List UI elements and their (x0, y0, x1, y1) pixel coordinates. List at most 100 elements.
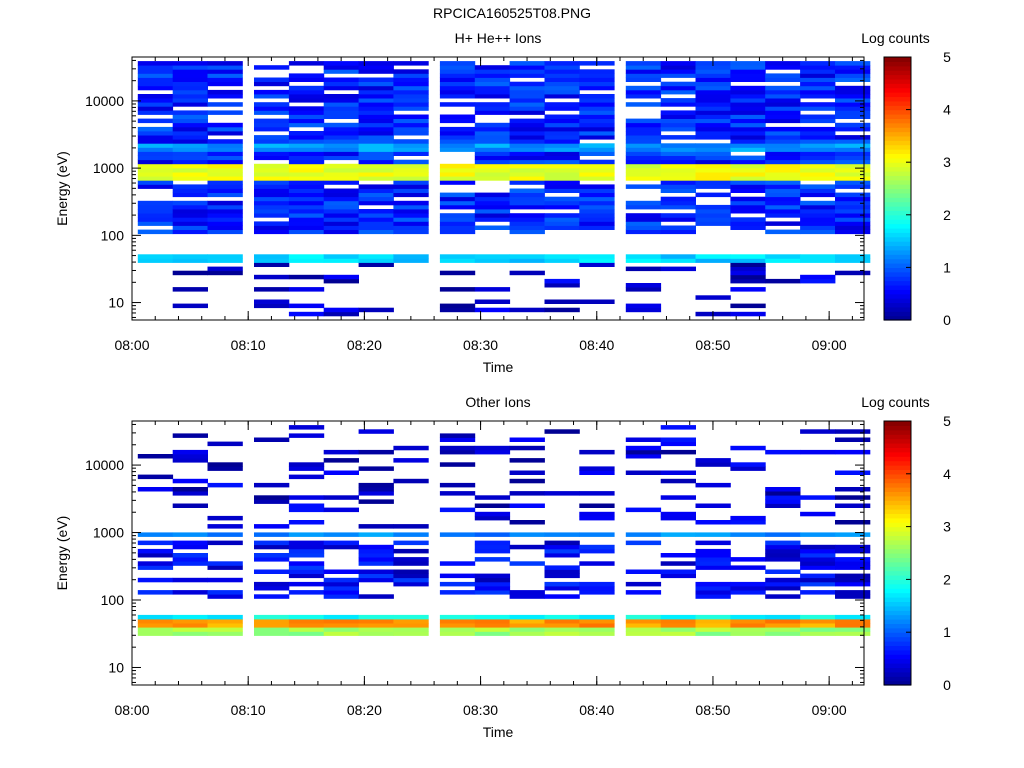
heatmap-cell (695, 81, 731, 87)
heatmap-cell (695, 180, 731, 185)
colorbar-segment (884, 206, 911, 212)
heatmap-cell (625, 126, 662, 132)
heatmap-cell (800, 192, 836, 198)
heatmap-cell (579, 619, 615, 624)
heatmap-cell (625, 258, 662, 263)
heatmap-cell (323, 61, 359, 66)
heatmap-cell (509, 445, 545, 451)
heatmap-cell (393, 217, 429, 222)
heatmap-cell (509, 118, 545, 124)
heatmap-cell (474, 225, 511, 230)
heatmap-cell (474, 126, 511, 132)
heatmap-cell (323, 151, 359, 156)
heatmap-cell (474, 73, 511, 78)
heatmap-cell (393, 85, 429, 91)
y-axis-label: Energy (eV) (54, 516, 70, 591)
heatmap-cell (579, 69, 615, 74)
heatmap-cell (137, 147, 174, 152)
colorbar-segment (884, 236, 911, 242)
heatmap-cell (358, 614, 394, 620)
heatmap-cell (730, 619, 766, 624)
heatmap-cell (800, 631, 836, 636)
heatmap-cell (835, 135, 871, 140)
heatmap-cell (439, 200, 476, 206)
heatmap-cell (137, 135, 174, 140)
heatmap-cell (474, 102, 511, 107)
heatmap-cell (323, 278, 359, 284)
heatmap-cell (509, 478, 545, 484)
heatmap-cell (765, 553, 801, 558)
heatmap-cell (625, 619, 662, 624)
heatmap-cell (730, 590, 766, 595)
colorbar-segment (884, 579, 911, 585)
heatmap-cell (358, 532, 394, 537)
heatmap-cell (172, 433, 208, 438)
heatmap-cell (439, 168, 476, 173)
heatmap-cell (660, 172, 696, 177)
heatmap-cell (288, 89, 325, 95)
heatmap-cell (323, 586, 359, 591)
heatmap-cell (323, 196, 359, 202)
heatmap-cell (207, 126, 243, 132)
heatmap-cell (207, 147, 243, 152)
colorbar-segment (884, 245, 911, 251)
heatmap-cell (800, 114, 836, 119)
heatmap-cell (579, 163, 615, 169)
heatmap-cell (800, 590, 836, 595)
heatmap-cell (625, 454, 662, 459)
heatmap-cell (765, 196, 801, 202)
heatmap-cell (358, 577, 394, 583)
heatmap-cell (660, 65, 696, 70)
heatmap-cell (439, 118, 476, 124)
heatmap-cell (579, 106, 615, 111)
heatmap-cell (660, 85, 696, 91)
heatmap-cell (660, 163, 696, 169)
heatmap-cell (800, 217, 836, 222)
heatmap-cell (660, 114, 696, 119)
heatmap-cell (544, 188, 580, 193)
heatmap-cell (439, 258, 476, 263)
heatmap-cell (730, 143, 766, 148)
heatmap-cell (579, 470, 615, 475)
heatmap-cell (254, 303, 290, 309)
heatmap-cell (254, 89, 290, 95)
heatmap-cell (835, 98, 871, 103)
heatmap-cell (439, 225, 476, 230)
heatmap-cell (137, 163, 174, 169)
heatmap-cell (323, 495, 359, 500)
heatmap-cell (800, 69, 836, 74)
x-tick-label: 08:30 (463, 702, 498, 718)
heatmap-cell (393, 118, 429, 124)
heatmap-cell (835, 85, 871, 91)
heatmap-cell (393, 192, 429, 198)
heatmap-cell (393, 254, 429, 259)
heatmap-cell (544, 176, 580, 181)
heatmap-cell (730, 89, 766, 95)
heatmap-cell (765, 581, 801, 587)
heatmap-cell (765, 151, 801, 156)
heatmap-cell (625, 77, 662, 82)
heatmap-cell (730, 209, 766, 214)
heatmap-cell (474, 163, 511, 169)
heatmap-cell (660, 143, 696, 148)
heatmap-cell (625, 147, 662, 152)
heatmap-cell (323, 168, 359, 173)
heatmap-cell (544, 586, 580, 591)
heatmap-cell (207, 209, 243, 214)
heatmap-cell (800, 577, 836, 583)
heatmap-cell (474, 135, 511, 140)
heatmap-cell (323, 81, 359, 87)
heatmap-cell (625, 254, 662, 259)
heatmap-cell (254, 180, 290, 185)
colorbar-segment (884, 663, 911, 668)
colorbar-segment (884, 87, 911, 93)
heatmap-cell (172, 77, 208, 82)
colorbar-segment (884, 293, 911, 299)
heatmap-cell (439, 65, 476, 70)
heatmap-cell (660, 515, 696, 521)
heatmap-cell (137, 85, 174, 91)
heatmap-cell (288, 106, 325, 111)
heatmap-cell (358, 168, 394, 173)
heatmap-cell (800, 151, 836, 156)
heatmap-cell (509, 180, 545, 185)
